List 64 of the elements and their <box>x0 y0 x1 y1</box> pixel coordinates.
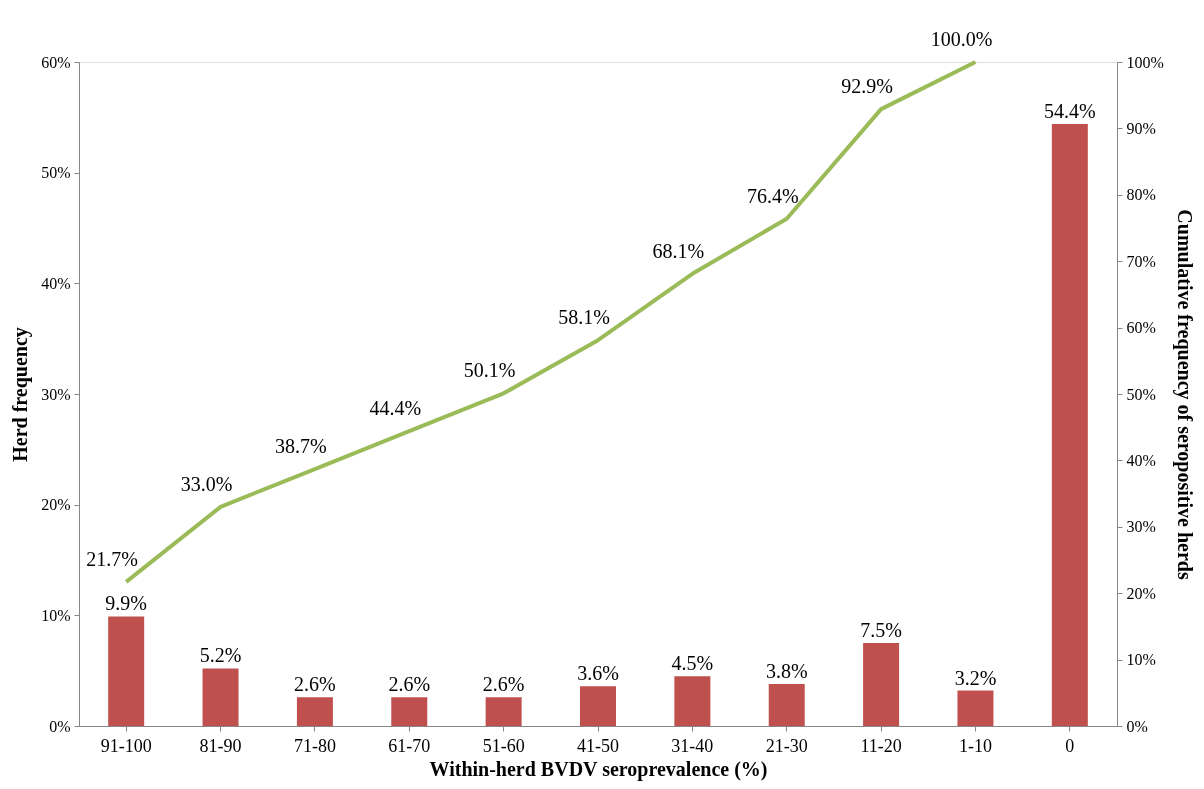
y2-tick-label: 60% <box>1126 319 1156 337</box>
data-label: 68.1% <box>652 239 705 262</box>
x-axis-title: Within-herd BVDV seroprevalence (%) <box>429 757 768 781</box>
bar <box>957 690 994 726</box>
y2-tick-label: 80% <box>1126 186 1156 204</box>
bar <box>768 683 805 726</box>
bar <box>580 686 616 726</box>
x-tick-label: 81-90 <box>199 735 242 756</box>
data-label: 3.8% <box>765 659 808 682</box>
bar <box>674 676 711 726</box>
x-tick-label: 31-40 <box>671 735 714 756</box>
y2-tick-label: 50% <box>1126 385 1156 403</box>
data-label: 58.1% <box>558 306 610 329</box>
data-label: 54.4% <box>1043 99 1096 122</box>
bar <box>863 643 900 726</box>
data-label: 2.6% <box>388 673 431 696</box>
data-label: 100.0% <box>930 28 993 50</box>
bar <box>485 697 522 726</box>
bar <box>202 668 239 726</box>
y2-tick-label: 100% <box>1126 53 1164 71</box>
y-tick-label: 20% <box>41 496 71 514</box>
y2-tick-label: 30% <box>1126 518 1156 536</box>
x-tick-label: 61-70 <box>388 735 431 756</box>
y-tick-label: 40% <box>41 274 71 292</box>
bar <box>296 697 333 726</box>
x-tick-label: 0 <box>1065 735 1075 756</box>
y-tick-label: 30% <box>41 385 71 403</box>
data-label: 4.5% <box>671 652 714 675</box>
y-tick-label: 0% <box>49 717 71 735</box>
x-tick-label: 71-80 <box>293 735 336 756</box>
data-label: 76.4% <box>746 184 799 207</box>
x-tick-label: 21-30 <box>765 735 808 756</box>
y2-axis-title: Cumulative frequency of seropositive herds <box>1172 209 1196 580</box>
x-tick-label: 41-50 <box>577 735 619 756</box>
y2-tick-label: 70% <box>1126 252 1156 270</box>
data-label: 3.2% <box>954 666 997 689</box>
data-label: 33.0% <box>180 472 233 495</box>
x-tick-label: 1-10 <box>958 735 992 756</box>
data-label: 9.9% <box>105 592 148 615</box>
data-label: 2.6% <box>294 673 336 696</box>
data-label: 3.6% <box>577 662 619 685</box>
data-label: 21.7% <box>86 547 139 570</box>
bar <box>108 616 145 726</box>
y-tick-label: 10% <box>41 606 71 624</box>
y2-tick-label: 40% <box>1126 451 1156 469</box>
data-label: 7.5% <box>860 619 902 641</box>
data-label: 92.9% <box>841 75 893 98</box>
y2-tick-label: 0% <box>1126 717 1148 735</box>
y-tick-label: 60% <box>41 53 71 71</box>
y-tick-label: 50% <box>41 164 71 182</box>
bar <box>391 697 428 726</box>
data-label: 50.1% <box>463 359 516 382</box>
y2-tick-label: 20% <box>1126 584 1156 602</box>
data-label: 44.4% <box>369 397 422 420</box>
data-label: 38.7% <box>275 435 327 458</box>
x-tick-label: 11-20 <box>860 735 902 756</box>
bar <box>1051 123 1088 726</box>
data-label: 5.2% <box>199 644 242 667</box>
data-label: 2.6% <box>482 673 525 696</box>
y2-tick-label: 10% <box>1126 651 1156 669</box>
y2-tick-label: 90% <box>1126 119 1156 137</box>
x-tick-label: 51-60 <box>482 735 525 756</box>
y-axis-title: Herd frequency <box>9 327 33 462</box>
x-tick-label: 91-100 <box>100 735 152 756</box>
